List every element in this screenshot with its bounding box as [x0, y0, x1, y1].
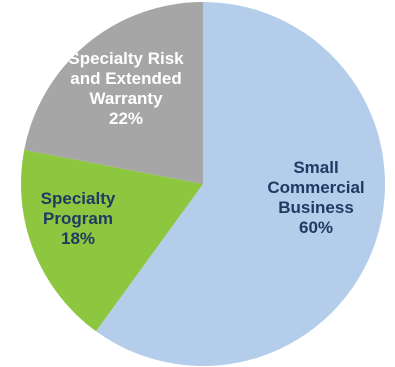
slice-label-small-commercial-business: Small Commercial Business 60%: [267, 158, 364, 237]
slice-label-specialty-program: Specialty Program 18%: [41, 189, 116, 248]
slice-label-line: and Extended: [70, 69, 181, 88]
slice-label-line: 22%: [109, 109, 143, 128]
slice-label-line: Small: [293, 158, 338, 177]
slice-label-specialty-risk-and-extended-warranty: Specialty Risk and Extended Warranty 22%: [68, 49, 184, 128]
slice-label-line: Business: [278, 198, 354, 217]
slice-label-line: Specialty Risk: [68, 49, 184, 68]
slice-label-line: Specialty: [41, 189, 116, 208]
slice-label-line: Commercial: [267, 178, 364, 197]
slice-label-line: Program: [43, 209, 113, 228]
pie-slice-specialty-program: [20, 149, 204, 332]
slice-label-line: 18%: [61, 229, 95, 248]
pie-slice-specialty-risk-and-extended-warranty: [24, 1, 203, 184]
pie-slice-small-commercial-business: [96, 2, 385, 366]
slice-label-line: Warranty: [89, 89, 163, 108]
slice-label-line: 60%: [299, 218, 333, 237]
